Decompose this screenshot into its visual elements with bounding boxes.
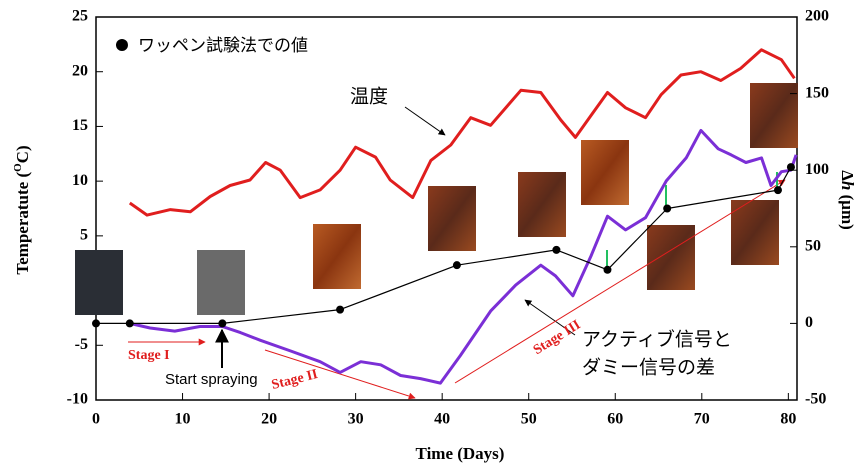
y2-tick-label: 100	[805, 161, 829, 178]
x-tick-label: 40	[434, 411, 450, 428]
data-point	[336, 306, 344, 314]
sample-photos	[75, 83, 798, 315]
annotation: Start spraying	[165, 371, 258, 388]
annotation: 温度	[350, 86, 388, 108]
legend-label: ワッペン試験法での値	[138, 36, 308, 56]
y-axis-label: Temperatute (OC)	[12, 145, 32, 274]
y-tick-label: 15	[72, 117, 88, 134]
y-tick-label: 25	[72, 8, 88, 25]
arrow	[455, 180, 785, 383]
y2-tick-label: -50	[805, 391, 826, 408]
x-tick-label: 30	[348, 411, 364, 428]
y2-tick-label: 0	[805, 314, 813, 331]
data-point	[126, 319, 134, 327]
y-tick-label: -10	[67, 391, 88, 408]
y-tick-label: 10	[72, 172, 88, 189]
x-tick-label: 80	[780, 411, 796, 428]
photo	[750, 83, 798, 148]
y-tick-label: -5	[75, 336, 88, 353]
photo	[731, 200, 779, 265]
x-tick-label: 20	[261, 411, 277, 428]
y2-axis-label: Δh (μm)	[838, 170, 857, 230]
photo	[197, 250, 245, 315]
y2-tick-label: 50	[805, 237, 821, 254]
y2-tick-label: 200	[805, 8, 829, 25]
x-tick-label: 70	[694, 411, 710, 428]
annotation: Stage III	[531, 318, 583, 359]
data-point	[787, 163, 795, 171]
annotation: Stage I	[128, 348, 170, 363]
data-point	[774, 186, 782, 194]
photo	[581, 140, 629, 205]
y-tick-label: 20	[72, 62, 88, 79]
arrow	[405, 107, 445, 135]
chart: 温度 アクティブ信号と ダミー信号の差 Stage I Stage II Sta…	[0, 0, 866, 469]
data-point	[218, 319, 226, 327]
annotation: ダミー信号の差	[582, 357, 715, 379]
photo	[313, 224, 361, 289]
data-point	[552, 246, 560, 254]
y2-tick-label: 150	[805, 84, 829, 101]
x-axis-label: Time (Days)	[416, 444, 505, 463]
data-point	[453, 261, 461, 269]
photo	[647, 225, 695, 290]
x-tick-label: 50	[521, 411, 537, 428]
annotation: Stage II	[270, 367, 319, 393]
photo	[518, 172, 566, 237]
x-tick-label: 10	[175, 411, 191, 428]
legend-marker	[116, 39, 128, 51]
data-point	[663, 205, 671, 213]
y-tick-label: 5	[80, 227, 88, 244]
annotation: アクティブ信号と	[582, 328, 732, 351]
photo	[75, 250, 123, 315]
x-tick-label: 60	[607, 411, 623, 428]
data-point	[92, 319, 100, 327]
photo	[428, 186, 476, 251]
data-point	[603, 266, 611, 274]
x-tick-label: 0	[92, 411, 100, 428]
